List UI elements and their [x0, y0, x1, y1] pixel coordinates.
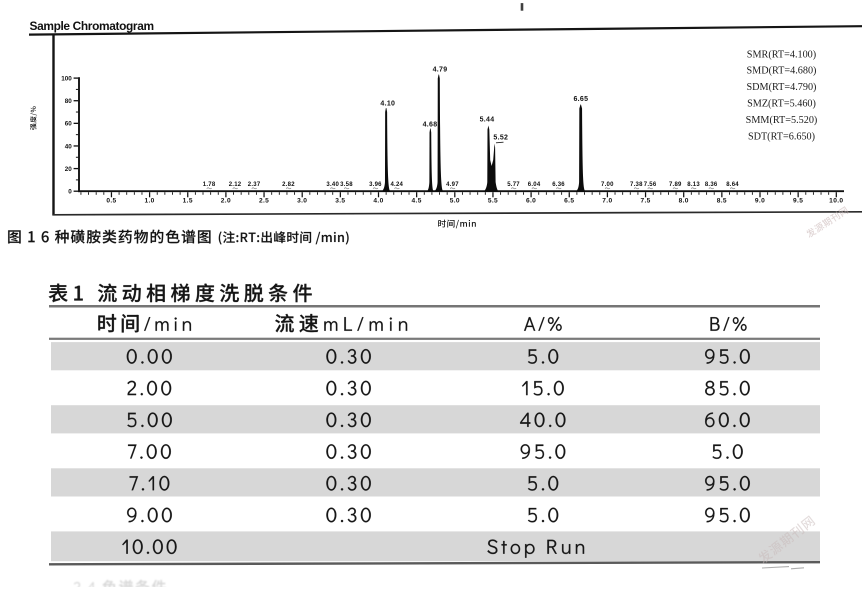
- svg-text:2.5: 2.5: [259, 198, 269, 205]
- svg-text:SMM(RT=5.520): SMM(RT=5.520): [746, 115, 818, 126]
- svg-text:8.13: 8.13: [687, 182, 700, 188]
- svg-text:2.0: 2.0: [221, 198, 231, 205]
- svg-text:7.38: 7.38: [630, 182, 643, 188]
- svg-text:6.36: 6.36: [552, 182, 565, 188]
- svg-text:10.0: 10.0: [829, 198, 843, 205]
- svg-text:5.77: 5.77: [507, 182, 520, 188]
- svg-text:8.5: 8.5: [717, 198, 727, 205]
- svg-text:SDT(RT=6.650): SDT(RT=6.650): [748, 131, 815, 142]
- svg-text:1.5: 1.5: [183, 198, 193, 205]
- svg-text:Sample Chromatogram: Sample Chromatogram: [30, 19, 154, 33]
- svg-text:4.10: 4.10: [380, 100, 395, 107]
- svg-text:9.5: 9.5: [793, 198, 803, 205]
- svg-text:7.5: 7.5: [640, 198, 650, 205]
- svg-text:7.56: 7.56: [644, 182, 657, 188]
- svg-text:3.40: 3.40: [326, 182, 339, 188]
- svg-text:0: 0: [68, 189, 72, 196]
- svg-text:SMD(RT=4.680): SMD(RT=4.680): [747, 66, 817, 77]
- svg-text:3.5: 3.5: [335, 198, 345, 205]
- svg-text:5.52: 5.52: [493, 135, 508, 142]
- svg-text:2.37: 2.37: [248, 182, 261, 188]
- svg-text:9.0: 9.0: [755, 198, 765, 205]
- svg-text:7.89: 7.89: [669, 182, 682, 188]
- svg-text:6.04: 6.04: [528, 182, 541, 188]
- svg-text:3.96: 3.96: [369, 182, 382, 188]
- svg-text:4.79: 4.79: [433, 67, 448, 74]
- svg-text:6.5: 6.5: [564, 198, 574, 205]
- svg-text:7.0: 7.0: [602, 198, 612, 205]
- svg-text:60: 60: [65, 121, 73, 128]
- svg-text:2.82: 2.82: [282, 182, 295, 188]
- svg-text:6.65: 6.65: [573, 96, 588, 103]
- svg-text:SDM(RT=4.790): SDM(RT=4.790): [747, 82, 817, 93]
- svg-text:40: 40: [65, 143, 73, 150]
- svg-text:3.58: 3.58: [340, 182, 353, 188]
- svg-text:5.0: 5.0: [450, 198, 460, 205]
- svg-text:3.0: 3.0: [297, 198, 307, 205]
- svg-text:4.97: 4.97: [446, 182, 459, 188]
- svg-text:8.36: 8.36: [705, 182, 718, 188]
- svg-text:0.5: 0.5: [106, 198, 116, 205]
- svg-text:SMR(RT=4.100): SMR(RT=4.100): [747, 49, 816, 60]
- svg-text:6.0: 6.0: [526, 198, 536, 205]
- svg-text:2.12: 2.12: [229, 182, 242, 188]
- svg-text:8.64: 8.64: [726, 182, 739, 188]
- svg-text:1.0: 1.0: [144, 198, 154, 205]
- svg-text:80: 80: [65, 98, 73, 105]
- svg-text:1.78: 1.78: [203, 182, 216, 188]
- svg-text:4.68: 4.68: [423, 122, 438, 129]
- svg-text:5.5: 5.5: [488, 198, 498, 205]
- svg-text:4.24: 4.24: [390, 182, 403, 188]
- svg-text:7.00: 7.00: [601, 182, 614, 188]
- svg-text:8.0: 8.0: [679, 198, 689, 205]
- svg-text:SMZ(RT=5.460): SMZ(RT=5.460): [747, 99, 816, 110]
- svg-text:5.44: 5.44: [480, 117, 495, 124]
- svg-text:4.5: 4.5: [412, 198, 422, 205]
- svg-text:100: 100: [61, 76, 72, 83]
- svg-text:4.0: 4.0: [373, 198, 383, 205]
- svg-text:20: 20: [65, 166, 73, 173]
